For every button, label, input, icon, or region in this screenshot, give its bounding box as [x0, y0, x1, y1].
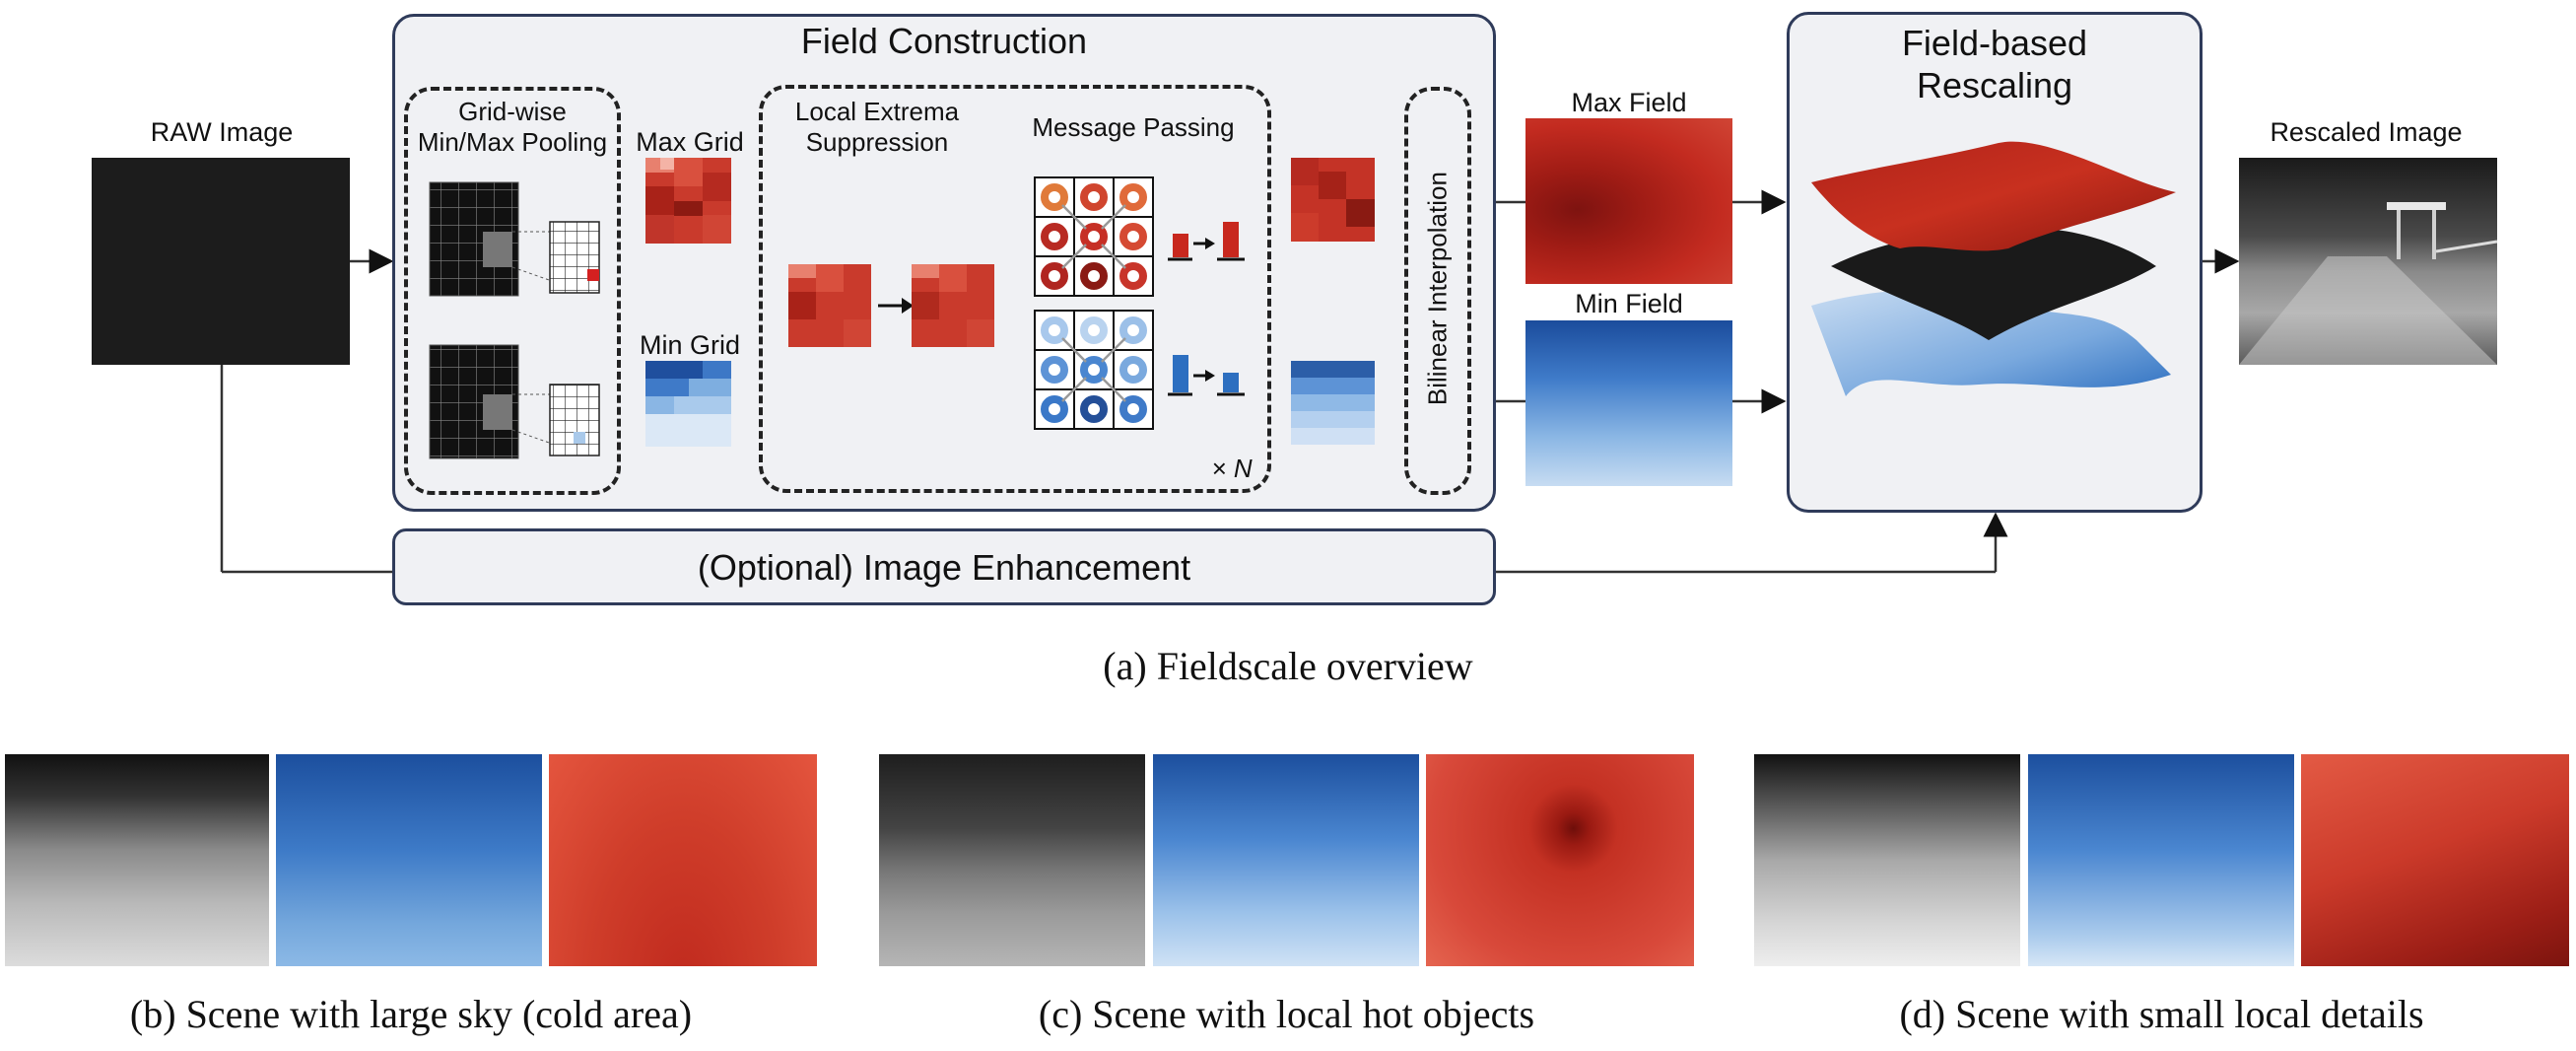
scene-c-caption: (c) Scene with local hot objects — [1038, 992, 1535, 1036]
min-field-label: Min Field — [1575, 289, 1683, 318]
image-enhancement-box — [392, 528, 1496, 605]
suppression-label: Local Extrema Suppression — [794, 97, 960, 158]
pooling-label: Grid-wise Min/Max Pooling — [417, 97, 608, 158]
min-grid-heatmap — [645, 361, 731, 447]
bilinear-label: Bilinear Interpolation — [1422, 172, 1453, 406]
scene-d-max-field — [2301, 754, 2569, 966]
bilinear-box — [1404, 87, 1471, 495]
raw-image-label: RAW Image — [150, 117, 294, 147]
rescaled-image-label: Rescaled Image — [2270, 117, 2463, 147]
scene-c-thermal-image — [879, 754, 1145, 966]
field-construction-title: Field Construction — [800, 21, 1088, 61]
refined-min-grid — [1291, 361, 1375, 445]
min-field-image — [1525, 320, 1732, 486]
message-passing-illustration — [1034, 176, 1245, 430]
suppression-passing-box — [759, 85, 1271, 493]
max-field-image — [1525, 118, 1732, 284]
scene-b-thermal-image — [5, 754, 269, 966]
suppression-illustration — [788, 264, 994, 347]
pooling-grids-illustration — [429, 181, 600, 459]
scene-d-thermal-image — [1754, 754, 2020, 966]
scene-c-max-field — [1426, 754, 1694, 966]
max-grid-heatmap — [645, 158, 731, 244]
scene-c-min-field — [1153, 754, 1419, 966]
refined-max-grid — [1291, 158, 1375, 242]
scene-d-min-field — [2028, 754, 2294, 966]
rescaling-surfaces-illustration — [1811, 141, 2176, 396]
min-grid-label: Min Grid — [639, 330, 740, 360]
max-grid-label: Max Grid — [636, 127, 744, 157]
raw-image — [92, 158, 350, 365]
scene-b-max-field — [549, 754, 817, 966]
field-rescaling-title: Field-based Rescaling — [1901, 23, 2088, 106]
scene-b-caption: (b) Scene with large sky (cold area) — [129, 992, 693, 1036]
rescaled-image — [2239, 158, 2497, 365]
repeat-label: × N — [1211, 454, 1253, 483]
scene-b-min-field — [276, 754, 542, 966]
overview-caption: (a) Fieldscale overview — [1103, 644, 1473, 688]
pooling-box — [404, 87, 621, 495]
image-enhancement-label: (Optional) Image Enhancement — [697, 547, 1191, 588]
max-field-label: Max Field — [1571, 88, 1687, 117]
scene-d-caption: (d) Scene with small local details — [1899, 992, 2424, 1036]
message-passing-label: Message Passing — [1032, 112, 1235, 142]
